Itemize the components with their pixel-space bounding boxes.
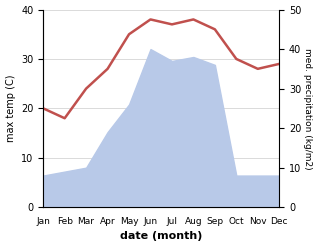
Y-axis label: max temp (C): max temp (C) bbox=[5, 75, 16, 142]
X-axis label: date (month): date (month) bbox=[120, 231, 203, 242]
Y-axis label: med. precipitation (kg/m2): med. precipitation (kg/m2) bbox=[303, 48, 313, 169]
